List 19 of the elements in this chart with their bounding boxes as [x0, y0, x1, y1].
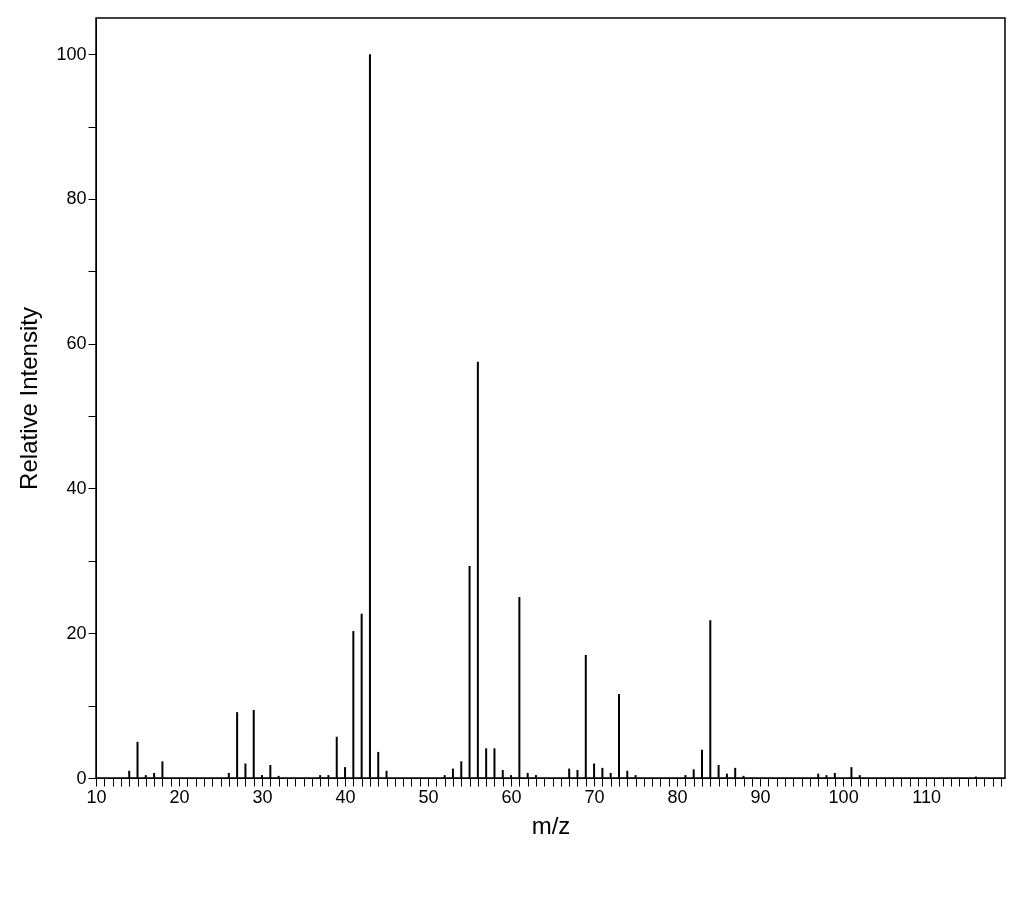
x-tick-label: 100	[828, 786, 859, 807]
x-tick-label: 90	[750, 786, 771, 807]
y-tick-label: 60	[66, 333, 87, 354]
x-tick-label: 50	[418, 786, 439, 807]
y-tick-label: 0	[76, 767, 87, 788]
x-tick-label: 30	[252, 786, 273, 807]
x-tick-label: 60	[501, 786, 522, 807]
y-tick-label: 40	[66, 477, 87, 498]
x-tick-label: 70	[584, 786, 605, 807]
y-axis-title: Relative Intensity	[15, 307, 43, 490]
y-tick-label: 80	[66, 188, 87, 209]
x-tick-label: 40	[335, 786, 356, 807]
x-tick-label: 20	[169, 786, 190, 807]
x-tick-label: 10	[86, 786, 107, 807]
y-tick-label: 100	[56, 43, 87, 64]
x-tick-label: 80	[667, 786, 688, 807]
y-tick-label: 20	[66, 622, 87, 643]
x-axis-title: m/z	[531, 811, 571, 839]
x-tick-label: 110	[912, 786, 941, 807]
